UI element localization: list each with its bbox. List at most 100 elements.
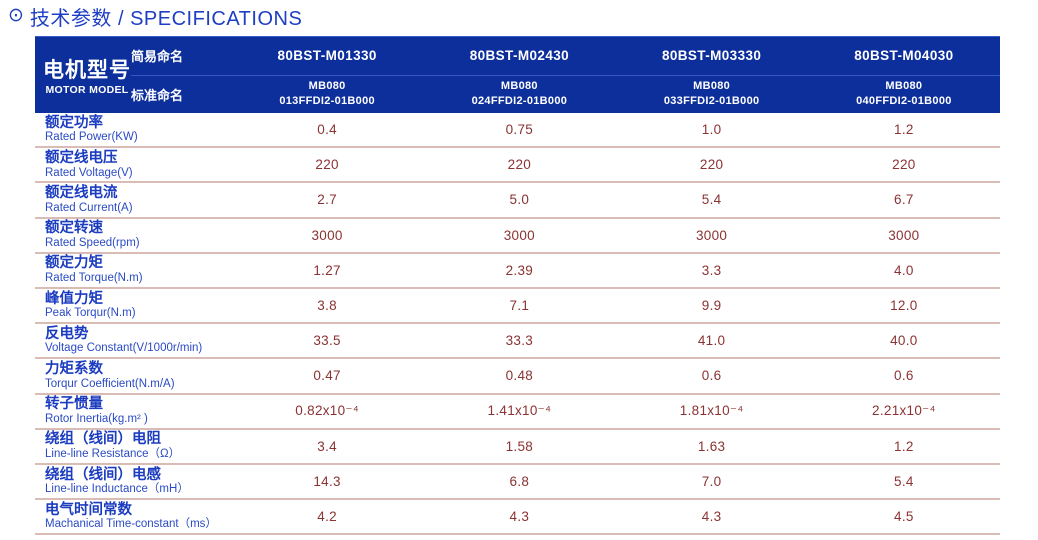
- row-value: 3000: [696, 227, 728, 243]
- row-value: 14.3: [313, 473, 341, 489]
- model-name-cell: 80BST-M03330: [616, 37, 808, 75]
- row-label-en: Torqur Coefficient(N.m/A): [45, 377, 175, 390]
- row-value: 6.8: [509, 473, 530, 489]
- table-row: 力矩系数 Torqur Coefficient(N.m/A) 0.47 0.48…: [35, 359, 1000, 395]
- row-label-cell: 额定转速 Rated Speed(rpm): [35, 220, 231, 250]
- standard-names-row: MB080 013FFDI2-01B000 MB080 024FFDI2-01B…: [231, 74, 1000, 114]
- standard-name-line2: 033FFDI2-01B000: [663, 95, 760, 108]
- table-row: 转子惯量 Rotor Inertia(kg.m² ) 0.82x10⁻⁴ 1.4…: [35, 395, 1000, 430]
- row-label-en: Rated Voltage(V): [45, 166, 133, 179]
- table-row: 额定线电流 Rated Current(A) 2.7 5.0 5.4 6.7: [35, 183, 1000, 219]
- row-value: 1.2: [894, 438, 914, 454]
- row-label-zh: 反电势: [45, 325, 89, 342]
- row-value: 1.58: [505, 438, 534, 454]
- row-value: 0.47: [313, 368, 341, 384]
- row-label-en: Rated Power(KW): [45, 131, 138, 144]
- motor-model-zh: 电机型号: [43, 59, 131, 82]
- row-label-en: Peak Torqur(N.m): [45, 307, 136, 320]
- row-value: 4.3: [509, 509, 530, 525]
- row-value: 7.0: [701, 473, 722, 489]
- row-label-zh: 额定线电压: [45, 149, 118, 166]
- table-row: 峰值力矩 Peak Torqur(N.m) 3.8 7.1 9.9 12.0: [35, 289, 1000, 325]
- row-value: 7.1: [509, 298, 530, 314]
- row-label-en: Line-line Resistance（Ω）: [45, 448, 181, 460]
- model-name-cell: 80BST-M01330: [231, 37, 423, 75]
- row-value: 3000: [311, 227, 343, 243]
- standard-name-line2: 013FFDI2-01B000: [279, 95, 375, 108]
- row-value: 5.4: [894, 473, 914, 489]
- row-value: 220: [507, 157, 532, 173]
- row-value: 33.5: [313, 333, 341, 349]
- row-value: 2.21x10⁻⁴: [872, 403, 936, 419]
- standard-name-line1: MB080: [693, 80, 731, 93]
- model-name: 80BST-M01330: [277, 48, 377, 64]
- model-name: 80BST-M04030: [854, 48, 954, 64]
- row-value: 9.9: [701, 298, 722, 314]
- row-label-cell: 电气时间常数 Machanical Time-constant（ms）: [35, 502, 231, 532]
- row-label-zh: 额定线电流: [45, 185, 118, 202]
- standard-name-label: 标准命名: [131, 74, 231, 114]
- row-value: 0.6: [701, 368, 722, 384]
- table-row: 绕组（线间）电感 Line-line Inductance（mH） 14.3 6…: [35, 465, 1000, 501]
- table-row: 反电势 Voltage Constant(V/1000r/min) 33.5 3…: [35, 324, 1000, 360]
- row-label-en: Rated Torque(N.m): [45, 272, 143, 285]
- row-value: 1.27: [313, 262, 341, 278]
- row-value: 1.81x10⁻⁴: [679, 403, 744, 419]
- row-label-cell: 额定线电流 Rated Current(A): [35, 185, 231, 215]
- row-value: 3.8: [317, 298, 337, 314]
- row-label-zh: 峰值力矩: [45, 290, 103, 307]
- row-value: 0.82x10⁻⁴: [295, 403, 359, 419]
- row-label-zh: 转子惯量: [45, 396, 103, 413]
- row-value: 0.75: [505, 122, 534, 138]
- row-value: 4.0: [894, 262, 914, 278]
- row-value: 1.0: [701, 122, 722, 138]
- row-value: 0.4: [317, 122, 337, 138]
- row-value: 3000: [503, 227, 535, 243]
- table-row: 电气时间常数 Machanical Time-constant（ms） 4.2 …: [35, 500, 1000, 536]
- model-name-cell: 80BST-M04030: [808, 37, 1000, 75]
- row-label-zh: 绕组（线间）电感: [45, 466, 161, 483]
- motor-model-header-cell: 电机型号 MOTOR MODEL: [35, 37, 131, 113]
- section-title-text: 技术参数 / SPECIFICATIONS: [29, 7, 303, 30]
- row-value: 3.3: [701, 262, 722, 278]
- simple-name-label: 简易命名: [131, 49, 184, 65]
- row-label-cell: 转子惯量 Rotor Inertia(kg.m² ): [35, 396, 231, 426]
- row-value: 6.7: [894, 192, 914, 208]
- row-label-cell: 额定功率 Rated Power(KW): [35, 115, 231, 145]
- row-label-en: Line-line Inductance（mH）: [45, 483, 189, 496]
- row-label-cell: 绕组（线间）电阻 Line-line Resistance（Ω）: [35, 431, 231, 461]
- standard-name-line2: 040FFDI2-01B000: [856, 95, 952, 108]
- row-value: 4.5: [894, 509, 914, 525]
- standard-name-line1: MB080: [500, 80, 538, 93]
- model-names-column: 80BST-M01330 80BST-M02430 80BST-M03330 8…: [231, 37, 1000, 113]
- row-value: 0.48: [505, 368, 534, 384]
- row-value: 4.2: [317, 509, 337, 525]
- row-label-zh: 额定力矩: [45, 255, 103, 272]
- row-value: 0.6: [894, 368, 914, 384]
- row-value: 40.0: [890, 333, 918, 349]
- row-value: 2.7: [317, 192, 337, 208]
- row-value: 5.0: [509, 192, 530, 208]
- naming-label-column: 简易命名 标准命名: [131, 37, 231, 113]
- table-row: 绕组（线间）电阻 Line-line Resistance（Ω） 3.4 1.5…: [35, 430, 1000, 465]
- standard-name-line2: 024FFDI2-01B000: [471, 95, 568, 108]
- row-value: 5.4: [701, 192, 722, 208]
- row-value: 220: [892, 157, 916, 173]
- row-label-zh: 绕组（线间）电阻: [45, 431, 161, 448]
- spec-table: 电机型号 MOTOR MODEL 简易命名 标准命名 80BST-M01330 …: [35, 36, 1000, 536]
- model-name: 80BST-M02430: [469, 48, 570, 64]
- row-label-en: Rated Current(A): [45, 201, 133, 214]
- table-row: 额定转速 Rated Speed(rpm) 3000 3000 3000 300…: [35, 219, 1000, 254]
- model-name: 80BST-M03330: [661, 48, 762, 64]
- row-label-zh: 电气时间常数: [45, 501, 132, 518]
- section-title: ⊙ 技术参数 / SPECIFICATIONS: [8, 2, 302, 30]
- row-label-cell: 绕组（线间）电感 Line-line Inductance（mH）: [35, 467, 231, 497]
- standard-name-cell: MB080 040FFDI2-01B000: [808, 76, 1000, 114]
- row-value: 3000: [888, 227, 920, 243]
- row-label-en: Rotor Inertia(kg.m² ): [45, 412, 148, 425]
- standard-name-line1: MB080: [308, 80, 346, 93]
- standard-name-cell: MB080 033FFDI2-01B000: [616, 76, 808, 114]
- row-label-en: Rated Speed(rpm): [45, 236, 140, 249]
- row-value: 220: [315, 157, 339, 173]
